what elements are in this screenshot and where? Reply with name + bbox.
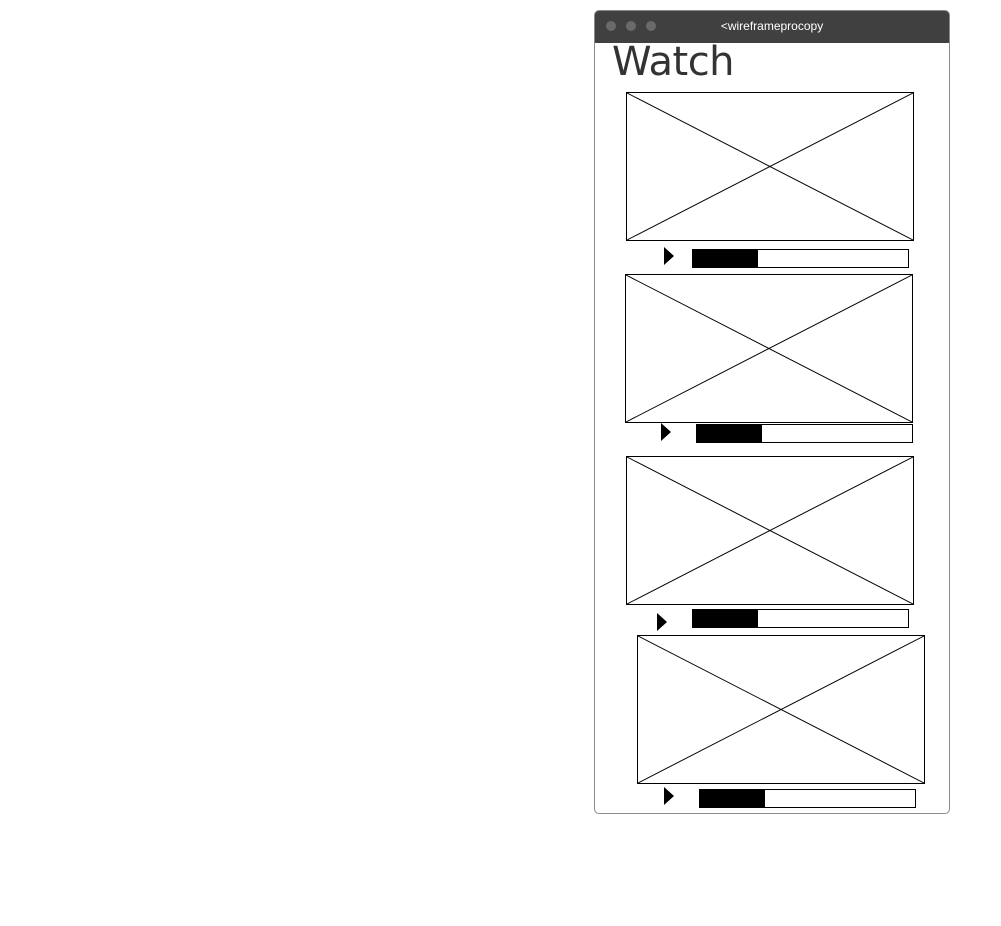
page-title: Watch [612, 39, 735, 85]
video-placeholder-1[interactable] [626, 92, 914, 241]
image-placeholder-icon [627, 457, 913, 604]
window-zoom-dot[interactable] [646, 21, 656, 31]
progress-bar-3[interactable] [692, 609, 909, 628]
play-icon[interactable] [664, 247, 674, 265]
play-icon[interactable] [664, 787, 674, 805]
play-icon[interactable] [661, 423, 671, 441]
video-placeholder-2[interactable] [625, 274, 913, 423]
progress-fill [700, 790, 765, 807]
window-close-dot[interactable] [606, 21, 616, 31]
progress-fill [697, 425, 762, 442]
progress-bar-4[interactable] [699, 789, 916, 808]
progress-fill [693, 610, 758, 627]
app-window: <wireframeprocopy Watch [594, 10, 950, 814]
image-placeholder-icon [627, 93, 913, 240]
window-minimize-dot[interactable] [626, 21, 636, 31]
video-placeholder-3[interactable] [626, 456, 914, 605]
play-icon[interactable] [657, 613, 667, 631]
image-placeholder-icon [626, 275, 912, 422]
video-placeholder-4[interactable] [637, 635, 925, 784]
image-placeholder-icon [638, 636, 924, 783]
progress-bar-2[interactable] [696, 424, 913, 443]
window-title: <wireframeprocopy [595, 19, 949, 33]
progress-fill [693, 250, 758, 267]
window-title-text: <wireframeprocopy [720, 19, 824, 33]
window-titlebar: <wireframeprocopy [595, 11, 949, 43]
progress-bar-1[interactable] [692, 249, 909, 268]
